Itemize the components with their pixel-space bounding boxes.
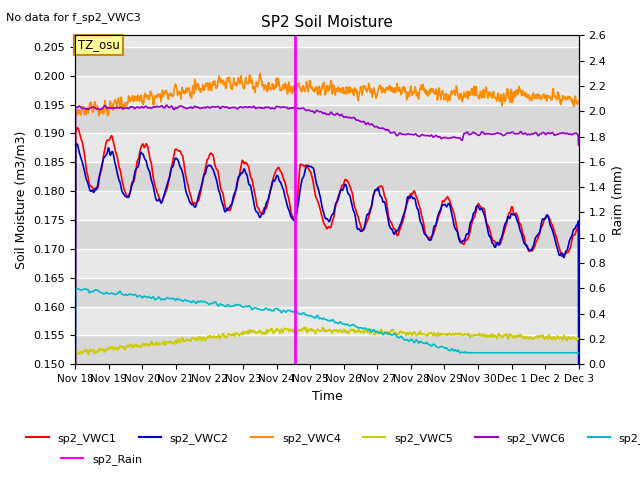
Bar [75,278,579,307]
Bar [75,47,579,76]
X-axis label: Time: Time [312,390,342,403]
Y-axis label: Soil Moisture (m3/m3): Soil Moisture (m3/m3) [15,131,28,269]
Bar [75,76,579,105]
Y-axis label: Raim (mm): Raim (mm) [612,165,625,235]
Bar [75,220,579,249]
Text: TZ_osu: TZ_osu [77,38,120,51]
Bar [75,105,579,133]
Bar [75,307,579,336]
Text: No data for f_sp2_VWC3: No data for f_sp2_VWC3 [6,12,141,23]
Title: SP2 Soil Moisture: SP2 Soil Moisture [261,15,393,30]
Bar [75,336,579,364]
Bar [75,191,579,220]
Bar [75,133,579,162]
Bar [75,249,579,278]
Legend: sp2_Rain: sp2_Rain [57,450,147,469]
Bar [75,162,579,191]
Legend: sp2_VWC1, sp2_VWC2, sp2_VWC4, sp2_VWC5, sp2_VWC6, sp2_VWC7: sp2_VWC1, sp2_VWC2, sp2_VWC4, sp2_VWC5, … [22,428,640,448]
